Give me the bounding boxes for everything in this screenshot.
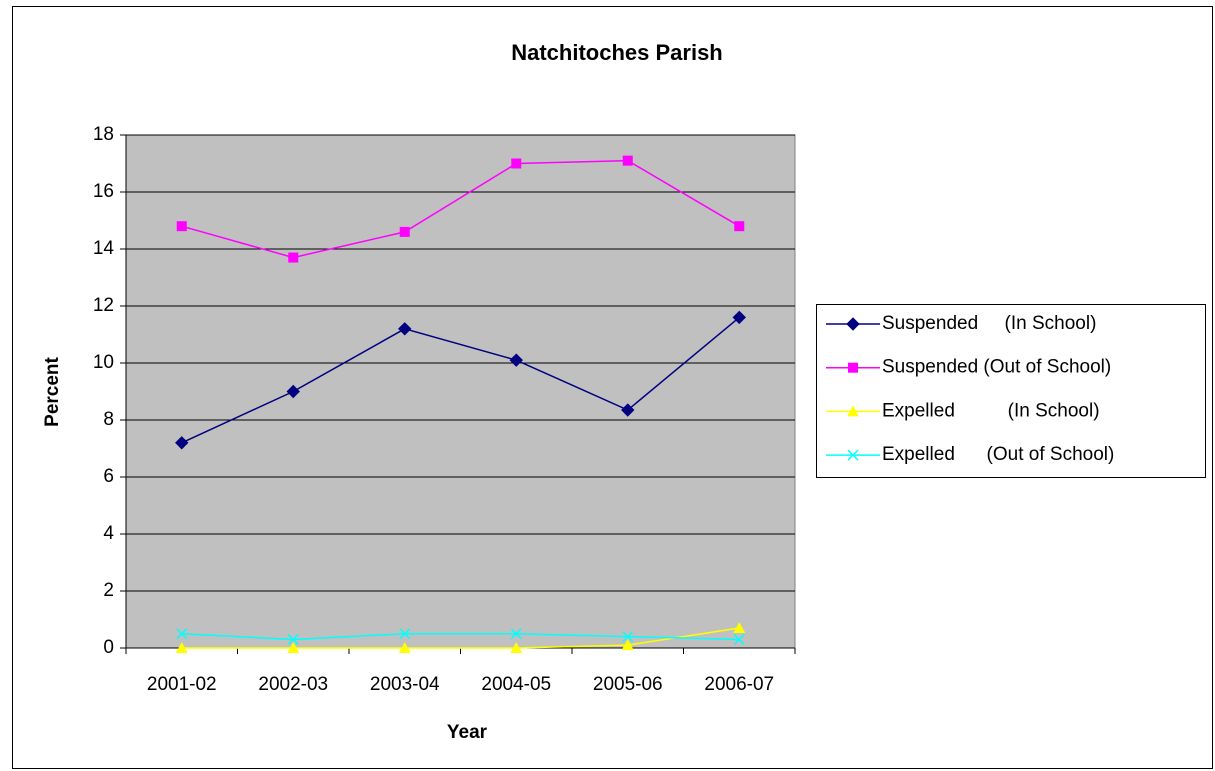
marker (286, 384, 300, 399)
legend-label: Suspended (In School) (882, 313, 1096, 334)
x-tick-label: 2006-07 (704, 674, 774, 695)
series-line (181, 633, 740, 641)
y-tick-label: 4 (103, 523, 114, 544)
chart-title: Natchitoches Parish (511, 40, 723, 65)
legend-marker (846, 317, 860, 331)
y-tick-label: 8 (103, 409, 114, 430)
legend-label: Expelled (Out of School) (882, 444, 1114, 465)
marker (398, 642, 411, 653)
marker (733, 622, 746, 634)
marker (399, 226, 410, 237)
marker (398, 322, 412, 336)
marker (510, 628, 522, 640)
marker (510, 642, 523, 653)
x-axis-title: Year (447, 722, 488, 743)
marker (176, 221, 187, 232)
y-tick-label: 12 (93, 295, 114, 316)
marker (175, 436, 189, 450)
marker (733, 633, 745, 645)
y-tick-label: 14 (93, 238, 115, 259)
legend-marker (847, 449, 859, 461)
x-tick-label: 2003-04 (370, 674, 440, 695)
marker (621, 403, 635, 417)
marker (732, 310, 746, 325)
marker (287, 642, 300, 653)
y-tick-label: 18 (93, 124, 114, 145)
marker (622, 155, 633, 166)
x-tick-label: 2004-05 (481, 674, 551, 695)
series-line (181, 627, 740, 649)
y-tick-label: 16 (93, 181, 114, 202)
marker (511, 158, 522, 169)
marker (399, 628, 411, 640)
series-line (181, 316, 740, 444)
marker (175, 642, 188, 653)
y-tick-label: 0 (103, 637, 114, 658)
y-axis-title: Percent (42, 356, 63, 426)
marker (734, 221, 745, 232)
marker (287, 633, 299, 645)
legend-marker (847, 405, 859, 417)
y-tick-label: 10 (93, 352, 114, 373)
marker (288, 252, 299, 263)
plot-area (125, 134, 796, 649)
series-line (181, 159, 740, 259)
legend-marker (848, 362, 858, 373)
y-tick-label: 6 (103, 466, 114, 487)
legend (816, 304, 1206, 478)
legend-label: Expelled (In School) (882, 400, 1100, 421)
x-tick-label: 2005-06 (593, 674, 663, 695)
y-tick-label: 2 (103, 580, 114, 601)
marker (176, 628, 188, 640)
marker (622, 631, 634, 643)
x-tick-label: 2002-03 (258, 674, 328, 695)
x-tick-label: 2001-02 (147, 674, 217, 695)
legend-label: Suspended (Out of School) (882, 357, 1111, 378)
marker (621, 639, 634, 651)
marker (509, 353, 523, 367)
